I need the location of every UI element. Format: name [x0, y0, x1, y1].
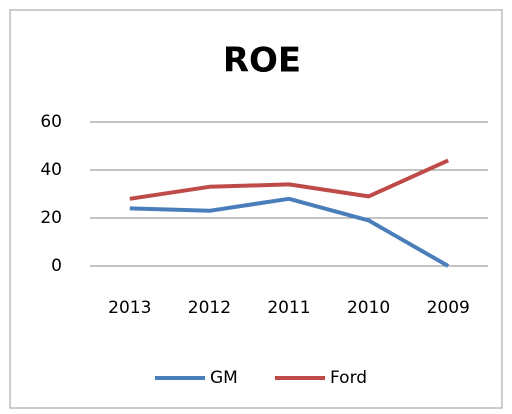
series-line — [129, 158, 450, 201]
series-line — [129, 196, 450, 268]
y-tick-label: 0 — [51, 256, 62, 276]
y-tick-label: 20 — [40, 208, 62, 228]
y-tick-label: 60 — [40, 112, 62, 132]
x-tick-label: 2012 — [188, 298, 231, 318]
chart-title: ROE — [223, 41, 301, 81]
legend-label: GM — [210, 368, 238, 388]
chart-border — [9, 9, 503, 409]
legend-label: Ford — [330, 368, 367, 388]
x-tick-label: 2013 — [108, 298, 151, 318]
x-tick-label: 2010 — [347, 298, 390, 318]
x-tick-label: 2011 — [267, 298, 310, 318]
x-tick-label: 2009 — [427, 298, 470, 318]
y-tick-label: 40 — [40, 160, 62, 180]
